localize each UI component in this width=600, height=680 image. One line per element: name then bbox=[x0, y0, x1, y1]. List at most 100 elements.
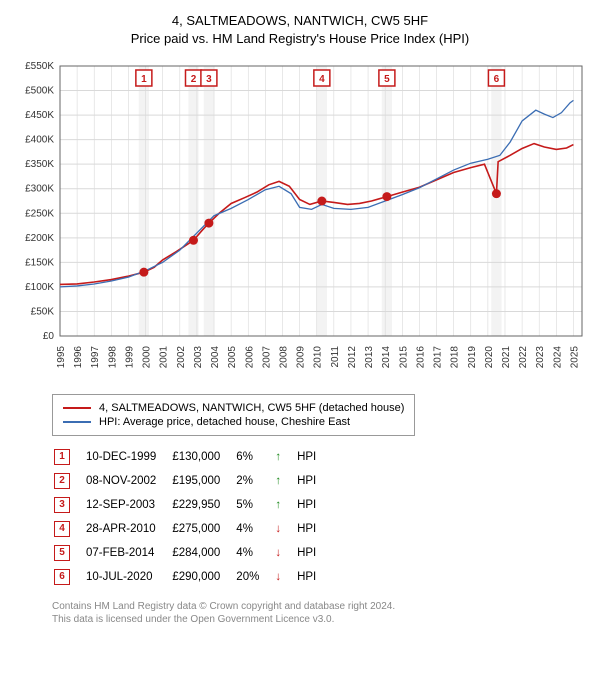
sale-delta: 2% bbox=[236, 470, 273, 492]
svg-text:£300K: £300K bbox=[25, 184, 54, 195]
chart-title-block: 4, SALTMEADOWS, NANTWICH, CW5 5HF Price … bbox=[12, 12, 588, 48]
legend-label: HPI: Average price, detached house, Ches… bbox=[99, 416, 350, 428]
legend-row: HPI: Average price, detached house, Ches… bbox=[63, 415, 404, 429]
svg-text:2015: 2015 bbox=[398, 346, 409, 369]
sale-price: £195,000 bbox=[172, 470, 234, 492]
sale-marker-box: 4 bbox=[54, 521, 70, 537]
sale-delta: 4% bbox=[236, 518, 273, 540]
svg-text:1999: 1999 bbox=[124, 346, 135, 369]
svg-text:2004: 2004 bbox=[210, 346, 221, 369]
svg-text:2022: 2022 bbox=[518, 346, 529, 369]
footer-line1: Contains HM Land Registry data © Crown c… bbox=[52, 600, 588, 613]
svg-text:4: 4 bbox=[319, 74, 325, 85]
sale-vs: HPI bbox=[297, 470, 330, 492]
sale-delta: 5% bbox=[236, 494, 273, 516]
sale-arrow: ↑ bbox=[275, 470, 295, 492]
sales-table: 110-DEC-1999£130,0006%↑HPI208-NOV-2002£1… bbox=[52, 444, 332, 590]
sale-arrow: ↓ bbox=[275, 542, 295, 564]
table-row: 2 08-NOV-2002£195,0002%↑HPI bbox=[54, 470, 330, 492]
sale-marker-box: 3 bbox=[54, 497, 70, 513]
sale-arrow: ↓ bbox=[275, 566, 295, 588]
svg-text:2008: 2008 bbox=[278, 346, 289, 369]
svg-text:£100K: £100K bbox=[25, 282, 54, 293]
svg-text:6: 6 bbox=[494, 74, 500, 85]
svg-text:£50K: £50K bbox=[31, 307, 55, 318]
svg-text:2014: 2014 bbox=[381, 346, 392, 369]
svg-text:£250K: £250K bbox=[25, 209, 54, 220]
sale-price: £290,000 bbox=[172, 566, 234, 588]
svg-text:2006: 2006 bbox=[244, 346, 255, 369]
legend: 4, SALTMEADOWS, NANTWICH, CW5 5HF (detac… bbox=[52, 394, 415, 436]
svg-text:2016: 2016 bbox=[415, 346, 426, 369]
chart-container: £0 £50K £100K £150K £200K £250K £300K £350K £400… bbox=[12, 56, 588, 386]
svg-text:2007: 2007 bbox=[261, 346, 272, 369]
svg-text:2002: 2002 bbox=[176, 346, 187, 369]
sale-date: 28-APR-2010 bbox=[86, 518, 170, 540]
svg-text:2024: 2024 bbox=[552, 346, 563, 369]
svg-text:1997: 1997 bbox=[90, 346, 101, 369]
svg-text:1998: 1998 bbox=[107, 346, 118, 369]
title-subtitle: Price paid vs. HM Land Registry's House … bbox=[12, 30, 588, 48]
sale-price: £284,000 bbox=[172, 542, 234, 564]
sale-price: £275,000 bbox=[172, 518, 234, 540]
svg-text:£500K: £500K bbox=[25, 86, 54, 97]
svg-text:2011: 2011 bbox=[330, 346, 341, 368]
svg-text:2009: 2009 bbox=[296, 346, 307, 369]
svg-text:2019: 2019 bbox=[467, 346, 478, 369]
svg-text:2023: 2023 bbox=[535, 346, 546, 369]
svg-text:2017: 2017 bbox=[433, 346, 444, 369]
sale-vs: HPI bbox=[297, 446, 330, 468]
sale-date: 10-JUL-2020 bbox=[86, 566, 170, 588]
legend-label: 4, SALTMEADOWS, NANTWICH, CW5 5HF (detac… bbox=[99, 402, 404, 414]
svg-text:2001: 2001 bbox=[159, 346, 170, 369]
table-row: 507-FEB-2014£284,0004%↓HPI bbox=[54, 542, 330, 564]
svg-text:2025: 2025 bbox=[569, 346, 580, 369]
sale-arrow: ↑ bbox=[275, 446, 295, 468]
svg-text:£550K: £550K bbox=[25, 61, 54, 72]
legend-swatch bbox=[63, 407, 91, 409]
svg-text:£400K: £400K bbox=[25, 135, 54, 146]
table-row: 1 10-DEC-1999£130,0006%↑HPI bbox=[54, 446, 330, 468]
svg-text:£350K: £350K bbox=[25, 160, 54, 171]
legend-swatch bbox=[63, 421, 91, 423]
title-address: 4, SALTMEADOWS, NANTWICH, CW5 5HF bbox=[12, 12, 588, 30]
sale-date: 10-DEC-1999 bbox=[86, 446, 170, 468]
svg-text:2012: 2012 bbox=[347, 346, 358, 369]
svg-text:2005: 2005 bbox=[227, 346, 238, 369]
svg-text:1: 1 bbox=[141, 74, 147, 85]
svg-text:2010: 2010 bbox=[313, 346, 324, 369]
sale-marker-box: 1 bbox=[54, 449, 70, 465]
sale-price: £229,950 bbox=[172, 494, 234, 516]
svg-text:2020: 2020 bbox=[484, 346, 495, 369]
table-row: 312-SEP-2003£229,9505%↑HPI bbox=[54, 494, 330, 516]
sale-vs: HPI bbox=[297, 542, 330, 564]
sale-arrow: ↑ bbox=[275, 494, 295, 516]
svg-text:£150K: £150K bbox=[25, 258, 54, 269]
sale-marker-box: 6 bbox=[54, 569, 70, 585]
sale-delta: 6% bbox=[236, 446, 273, 468]
svg-text:£0: £0 bbox=[43, 331, 55, 342]
svg-text:1995: 1995 bbox=[56, 346, 67, 369]
sale-marker-box: 5 bbox=[54, 545, 70, 561]
svg-text:2021: 2021 bbox=[501, 346, 512, 369]
svg-text:2003: 2003 bbox=[193, 346, 204, 369]
table-row: 4 28-APR-2010£275,0004%↓HPI bbox=[54, 518, 330, 540]
svg-text:1996: 1996 bbox=[73, 346, 84, 369]
legend-row: 4, SALTMEADOWS, NANTWICH, CW5 5HF (detac… bbox=[63, 401, 404, 415]
svg-text:2013: 2013 bbox=[364, 346, 375, 369]
sale-price: £130,000 bbox=[172, 446, 234, 468]
sale-date: 08-NOV-2002 bbox=[86, 470, 170, 492]
sale-vs: HPI bbox=[297, 518, 330, 540]
svg-text:3: 3 bbox=[206, 74, 212, 85]
svg-text:£450K: £450K bbox=[25, 110, 54, 121]
svg-text:2: 2 bbox=[191, 74, 197, 85]
sale-delta: 20% bbox=[236, 566, 273, 588]
sale-vs: HPI bbox=[297, 494, 330, 516]
sale-arrow: ↓ bbox=[275, 518, 295, 540]
price-chart: £0 £50K £100K £150K £200K £250K £300K £350K £400… bbox=[12, 56, 588, 386]
svg-text:£200K: £200K bbox=[25, 233, 54, 244]
sale-marker-box: 2 bbox=[54, 473, 70, 489]
sale-vs: HPI bbox=[297, 566, 330, 588]
svg-text:5: 5 bbox=[384, 74, 390, 85]
svg-text:2018: 2018 bbox=[450, 346, 461, 369]
